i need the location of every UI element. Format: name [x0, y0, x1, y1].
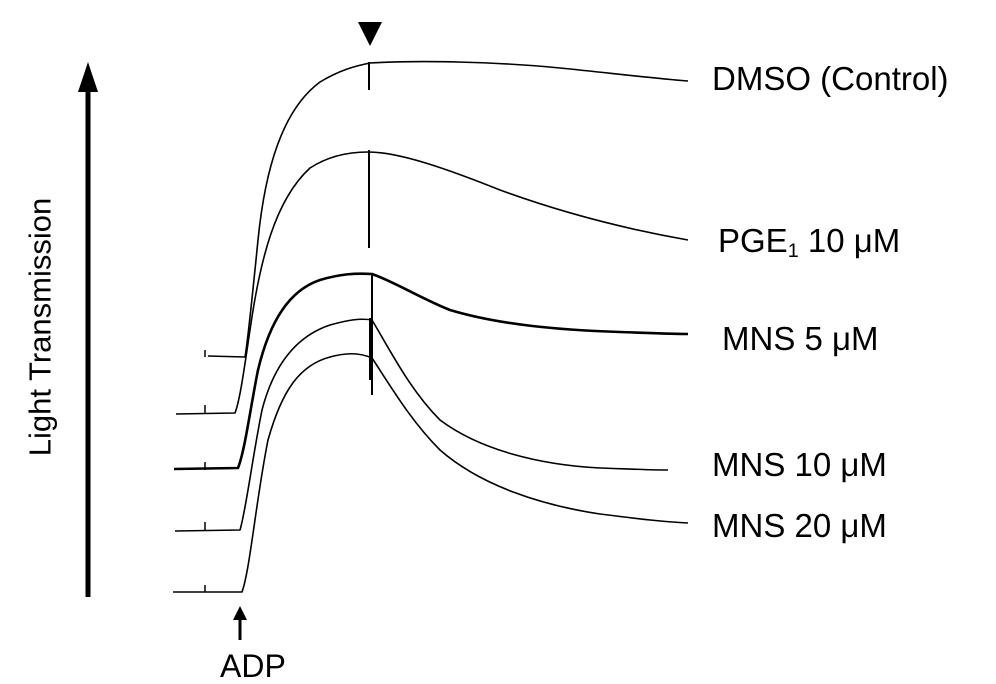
- series-label-mns10: MNS 10 μM: [712, 446, 887, 483]
- trace-1: [175, 151, 689, 415]
- adp-arrowhead: [233, 606, 247, 620]
- trace-2: [173, 272, 689, 471]
- trace-0: [207, 60, 689, 358]
- series-label-pge1: PGE1 10 μM: [718, 222, 901, 262]
- series-label-mns5: MNS 5 μM: [722, 320, 879, 357]
- series-label-mns20: MNS 20 μM: [712, 507, 887, 544]
- trace-3: [174, 318, 669, 532]
- series-label-dmso: DMSO (Control): [712, 60, 949, 97]
- y-axis-arrowhead: [78, 62, 98, 92]
- traces: [173, 60, 689, 593]
- y-axis-label: Light Transmission: [22, 197, 58, 457]
- adp-label: ADP: [220, 648, 286, 684]
- addition-marker-icon: [358, 22, 382, 46]
